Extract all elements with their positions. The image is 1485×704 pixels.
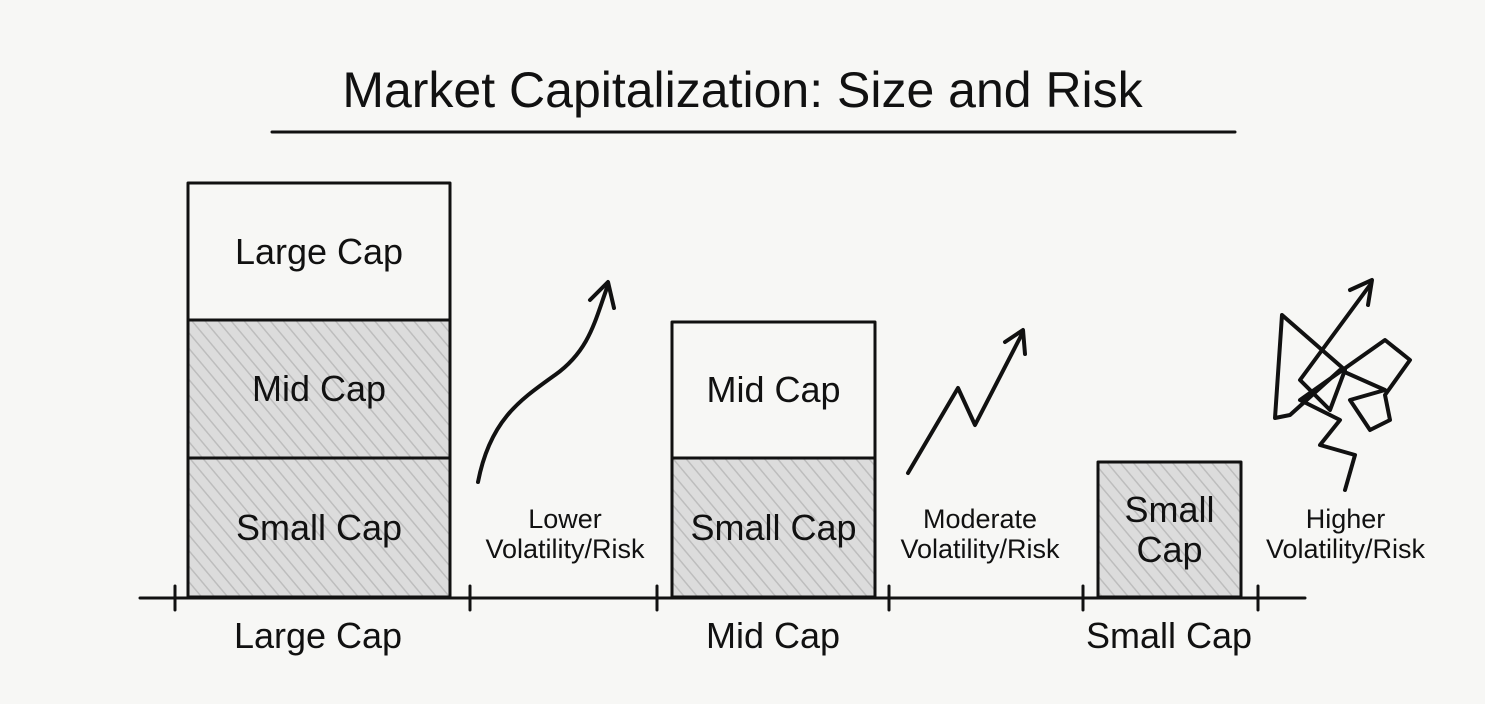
zigzag-arrow	[906, 330, 1025, 475]
title: Market Capitalization: Size and Risk	[342, 61, 1143, 118]
smooth-arrow	[476, 283, 610, 484]
segment-label: Small Cap	[1124, 488, 1215, 570]
axis-ticks	[173, 584, 1260, 612]
axis-label: Large Cap	[233, 615, 403, 657]
arrowhead	[1003, 328, 1027, 356]
scribble-arrow	[1273, 283, 1412, 492]
arrowhead	[1348, 278, 1374, 307]
axis-label: Small Cap	[1085, 615, 1253, 657]
segment-label: Small Cap	[235, 506, 403, 548]
segment-label: Small Cap	[690, 506, 857, 548]
arrowhead	[588, 280, 616, 310]
risk-label: Lower Volatility/Risk	[485, 504, 645, 564]
axis-label: Mid Cap	[705, 615, 841, 657]
risk-label: Moderate Volatility/Risk	[900, 504, 1060, 564]
segment-label: Mid Cap	[251, 368, 387, 410]
segment-label: Large Cap	[234, 230, 404, 272]
segment-label: Mid Cap	[706, 369, 841, 411]
column-box	[1096, 460, 1243, 599]
risk-label: Higher Volatility/Risk	[1265, 504, 1426, 564]
